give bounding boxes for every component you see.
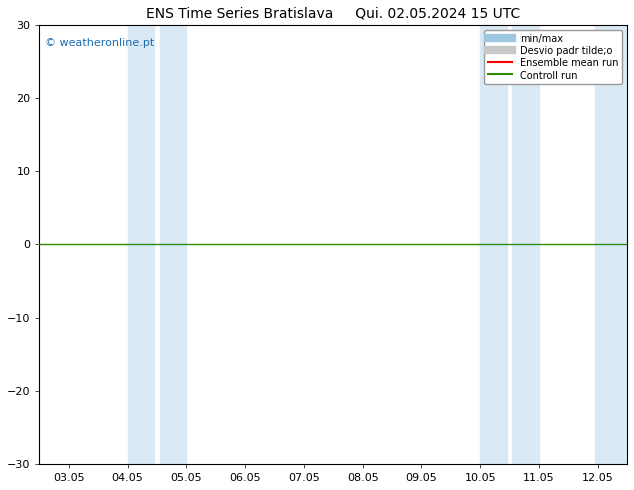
Text: © weatheronline.pt: © weatheronline.pt xyxy=(46,38,155,48)
Bar xyxy=(595,25,627,464)
Bar xyxy=(480,25,507,464)
Title: ENS Time Series Bratislava     Qui. 02.05.2024 15 UTC: ENS Time Series Bratislava Qui. 02.05.20… xyxy=(146,7,521,21)
Legend: min/max, Desvio padr tilde;o, Ensemble mean run, Controll run: min/max, Desvio padr tilde;o, Ensemble m… xyxy=(484,30,622,84)
Bar xyxy=(512,25,539,464)
Bar xyxy=(160,25,186,464)
Bar xyxy=(127,25,154,464)
